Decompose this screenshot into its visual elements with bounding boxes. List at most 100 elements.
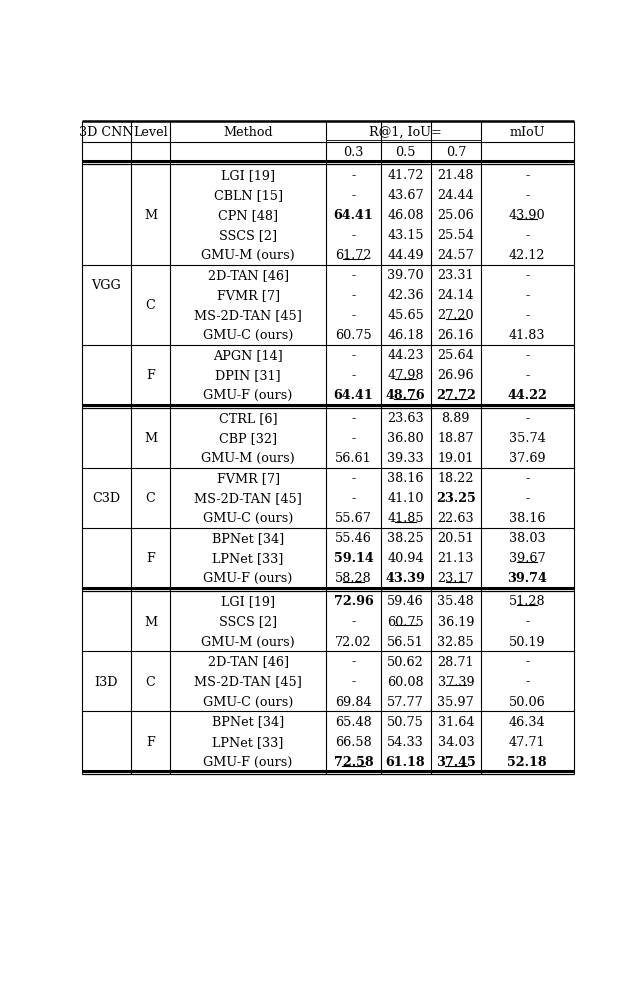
Text: C3D: C3D [92,492,120,505]
Text: 47.71: 47.71 [509,735,545,748]
Text: 48.76: 48.76 [386,388,426,401]
Text: R@1, IoU=: R@1, IoU= [369,126,442,139]
Text: LPNet [33]: LPNet [33] [212,735,284,748]
Text: 23.25: 23.25 [436,492,476,505]
Text: 60.08: 60.08 [387,674,424,688]
Text: Level: Level [133,126,168,139]
Text: GMU-M (ours): GMU-M (ours) [202,248,295,261]
Text: 54.33: 54.33 [387,735,424,748]
Text: GMU-M (ours): GMU-M (ours) [202,452,295,464]
Text: -: - [351,492,356,505]
Text: 55.46: 55.46 [335,531,372,545]
Text: 25.54: 25.54 [437,229,474,242]
Text: GMU-C (ours): GMU-C (ours) [203,512,293,525]
Text: 41.10: 41.10 [387,492,424,505]
Text: 32.85: 32.85 [438,635,474,648]
Text: 22.63: 22.63 [438,512,474,525]
Text: 38.16: 38.16 [387,472,424,485]
Text: GMU-C (ours): GMU-C (ours) [203,695,293,708]
Text: -: - [351,432,356,445]
Text: 24.57: 24.57 [438,248,474,261]
Text: 36.19: 36.19 [438,615,474,628]
Text: 23.17: 23.17 [438,572,474,585]
Text: 43.90: 43.90 [509,209,545,222]
Text: 35.48: 35.48 [438,595,474,608]
Text: BPNet [34]: BPNet [34] [212,531,284,545]
Text: 72.58: 72.58 [334,755,373,768]
Text: 55.67: 55.67 [335,512,372,525]
Text: 50.75: 50.75 [387,715,424,728]
Text: -: - [525,309,529,321]
Text: 41.85: 41.85 [387,512,424,525]
Text: 0.3: 0.3 [344,146,364,159]
Text: -: - [351,472,356,485]
Text: GMU-F (ours): GMU-F (ours) [204,388,293,401]
Text: -: - [525,269,529,282]
Text: 24.44: 24.44 [438,188,474,202]
Text: C: C [146,492,156,505]
Text: BPNet [34]: BPNet [34] [212,715,284,728]
Text: -: - [351,188,356,202]
Text: 51.28: 51.28 [509,595,545,608]
Text: 36.80: 36.80 [387,432,424,445]
Text: -: - [525,369,529,382]
Text: 37.45: 37.45 [436,755,476,768]
Text: C: C [146,299,156,312]
Text: 0.5: 0.5 [396,146,416,159]
Text: 0.7: 0.7 [445,146,466,159]
Text: GMU-C (ours): GMU-C (ours) [203,328,293,342]
Text: 3D CNN: 3D CNN [79,126,134,139]
Text: -: - [351,289,356,302]
Text: 66.58: 66.58 [335,735,372,748]
Text: 38.16: 38.16 [509,512,545,525]
Text: 58.28: 58.28 [335,572,372,585]
Text: 72.96: 72.96 [333,595,374,608]
Text: 21.13: 21.13 [438,552,474,565]
Text: 44.22: 44.22 [508,388,547,401]
Text: -: - [525,412,529,425]
Text: 43.15: 43.15 [387,229,424,242]
Text: -: - [351,169,356,181]
Text: 61.18: 61.18 [386,755,426,768]
Text: -: - [351,655,356,668]
Text: 69.84: 69.84 [335,695,372,708]
Text: 44.23: 44.23 [387,349,424,362]
Text: 59.14: 59.14 [333,552,374,565]
Text: -: - [351,269,356,282]
Text: -: - [351,412,356,425]
Text: FVMR [7]: FVMR [7] [216,289,280,302]
Text: 2D-TAN [46]: 2D-TAN [46] [207,269,289,282]
Text: 34.03: 34.03 [438,735,474,748]
Text: GMU-F (ours): GMU-F (ours) [204,572,293,585]
Text: -: - [525,674,529,688]
Text: 2D-TAN [46]: 2D-TAN [46] [207,655,289,668]
Text: GMU-F (ours): GMU-F (ours) [204,755,293,768]
Text: M: M [144,615,157,628]
Text: 50.06: 50.06 [509,695,545,708]
Text: 45.65: 45.65 [387,309,424,321]
Text: 26.16: 26.16 [438,328,474,342]
Text: -: - [351,369,356,382]
Text: 26.96: 26.96 [438,369,474,382]
Text: 43.67: 43.67 [387,188,424,202]
Text: 27.20: 27.20 [438,309,474,321]
Text: -: - [525,188,529,202]
Text: 42.36: 42.36 [387,289,424,302]
Text: 64.41: 64.41 [333,209,374,222]
Text: 41.83: 41.83 [509,328,545,342]
Text: CTRL [6]: CTRL [6] [219,412,278,425]
Text: M: M [144,432,157,445]
Text: 23.31: 23.31 [438,269,474,282]
Text: 25.06: 25.06 [438,209,474,222]
Text: APGN [14]: APGN [14] [213,349,283,362]
Text: -: - [351,349,356,362]
Text: 39.33: 39.33 [387,452,424,464]
Text: Method: Method [223,126,273,139]
Text: 50.19: 50.19 [509,635,545,648]
Text: 28.71: 28.71 [438,655,474,668]
Text: 60.75: 60.75 [335,328,372,342]
Text: 20.51: 20.51 [438,531,474,545]
Text: 46.34: 46.34 [509,715,545,728]
Text: -: - [525,349,529,362]
Text: LGI [19]: LGI [19] [221,169,275,181]
